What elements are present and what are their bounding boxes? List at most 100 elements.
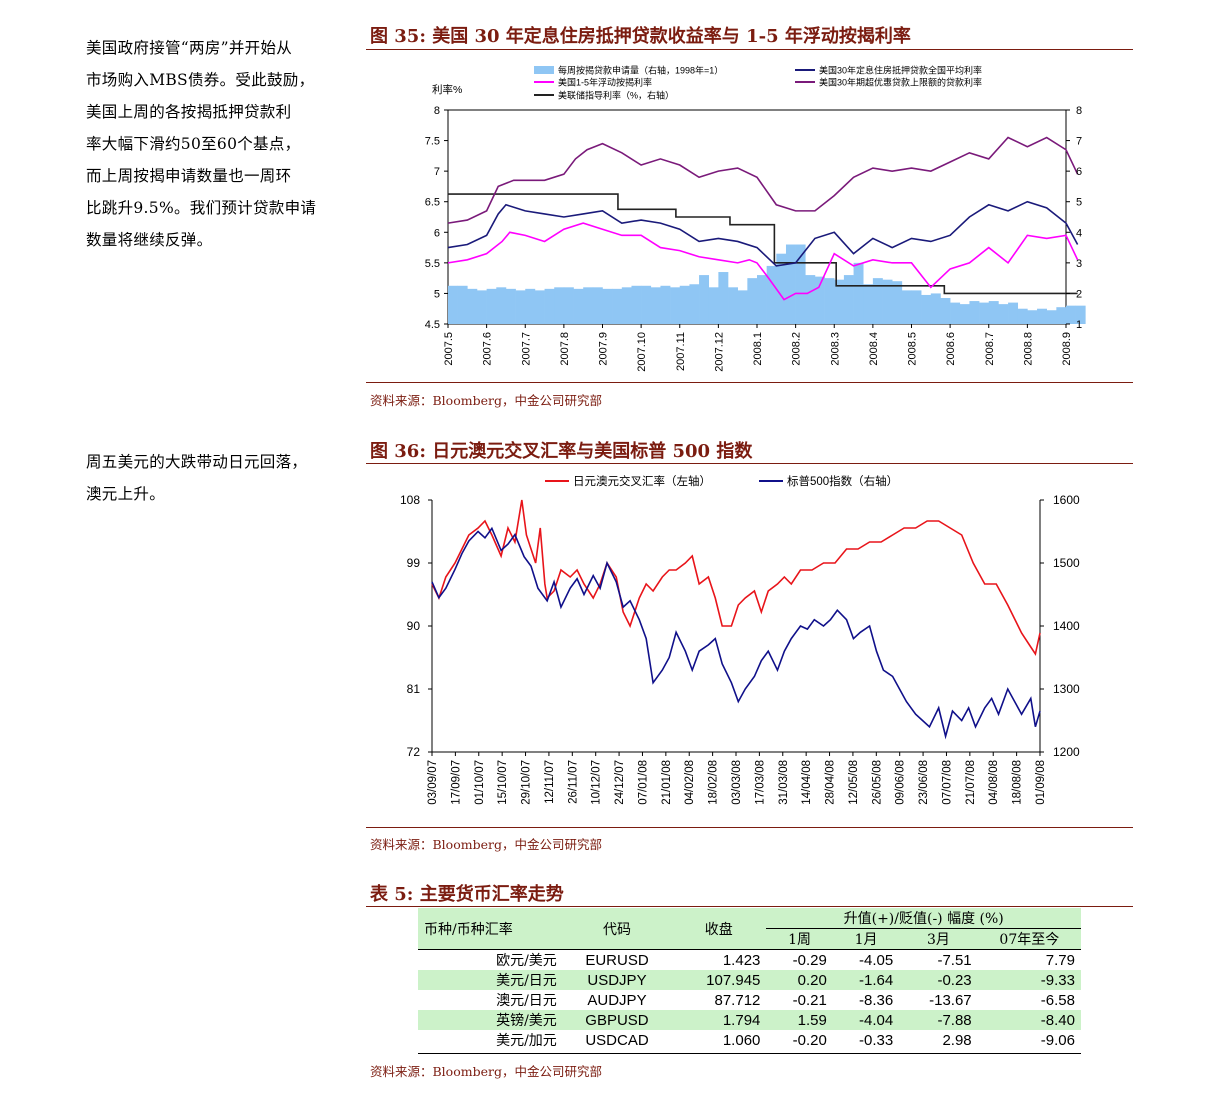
x-tick-label: 21/01/08 xyxy=(661,760,673,805)
x-tick-label: 03/09/07 xyxy=(427,760,439,805)
application-bar xyxy=(670,287,681,324)
application-bar xyxy=(689,284,700,324)
change-ytd: -9.33 xyxy=(1040,971,1075,989)
x-tick-label: 18/08/08 xyxy=(1012,760,1024,805)
application-bar xyxy=(631,285,642,324)
application-bar xyxy=(863,284,874,324)
narrative-mortgage-line: 率大幅下滑约50至60个基点， xyxy=(86,135,301,153)
legend-label: 每周按揭贷款申请量（右轴，1998年=1） xyxy=(558,65,723,76)
x-tick-label: 2008.6 xyxy=(945,332,957,366)
application-bar xyxy=(621,287,632,324)
change-1w: 0.20 xyxy=(797,971,827,989)
application-bar xyxy=(534,290,545,324)
change-1m: -0.33 xyxy=(859,1031,894,1049)
x-tick-label: 2008.9 xyxy=(1061,332,1073,366)
application-bar xyxy=(872,278,883,324)
header-ytd: 07年至今 xyxy=(999,932,1060,948)
x-tick-label: 26/11/07 xyxy=(567,760,579,804)
application-bar xyxy=(496,287,507,324)
x-tick-label: 26/05/08 xyxy=(871,760,883,805)
x-tick-label: 17/03/08 xyxy=(754,760,766,805)
change-ytd: 7.79 xyxy=(1045,951,1075,969)
application-bar xyxy=(882,279,893,324)
y-right-tick-label: 4 xyxy=(1076,227,1082,239)
x-tick-label: 04/02/08 xyxy=(684,760,696,805)
close-value: 1.794 xyxy=(722,1011,761,1029)
application-bar xyxy=(554,287,565,324)
application-bar xyxy=(448,285,458,324)
pair-code: GBPUSD xyxy=(585,1011,649,1029)
y-right-tick-label: 7 xyxy=(1076,136,1082,148)
y-right-tick-label: 1600 xyxy=(1053,493,1080,507)
pair-code: USDCAD xyxy=(585,1031,649,1049)
x-tick-label: 03/03/08 xyxy=(731,760,743,805)
pair-name: 澳元/日元 xyxy=(496,993,557,1009)
change-ytd: -6.58 xyxy=(1040,991,1075,1009)
application-bar xyxy=(843,275,854,324)
application-bar xyxy=(921,294,932,324)
x-tick-label: 2007.11 xyxy=(675,332,687,371)
header-close: 收盘 xyxy=(704,921,733,938)
table-row: 英镑/美元 GBPUSD 1.794 1.59 -4.04 -7.88 -8.40 xyxy=(418,1010,1081,1030)
application-bar xyxy=(892,281,903,324)
application-bar xyxy=(573,288,584,324)
y-left-tick-label: 5 xyxy=(434,288,440,300)
application-bar xyxy=(814,276,825,324)
application-bar xyxy=(1066,305,1076,324)
close-value: 87.712 xyxy=(714,991,761,1009)
application-bar xyxy=(505,288,516,324)
narrative-mortgage-line: 数量将继续反弹。 xyxy=(86,231,213,249)
x-tick-label: 07/07/08 xyxy=(941,760,953,805)
figure36-title-rule xyxy=(366,463,1133,464)
y-left-tick-label: 8 xyxy=(434,105,440,117)
series-line-标普500指数（右轴） xyxy=(431,526,1041,740)
x-tick-label: 2008.2 xyxy=(791,332,803,366)
change-1m: -4.05 xyxy=(859,951,894,969)
change-3m: -13.67 xyxy=(929,991,972,1009)
application-bar xyxy=(660,285,671,324)
y-left-tick-label: 6.5 xyxy=(425,197,440,209)
application-bar xyxy=(1008,302,1019,324)
figure36-title: 图 36: 日元澳元交叉汇率与美国标普 500 指数 xyxy=(370,441,753,462)
x-tick-label: 17/09/07 xyxy=(450,760,462,805)
application-bar xyxy=(476,290,487,324)
narrative-fx-line: 周五美元的大跌带动日元回落， xyxy=(86,453,308,471)
change-ytd: -8.40 xyxy=(1040,1011,1075,1029)
pair-name: 美元/加元 xyxy=(496,1033,557,1049)
narrative-fx-line: 澳元上升。 xyxy=(86,485,166,503)
y-left-tick-label: 90 xyxy=(407,619,421,633)
x-tick-label: 2007.12 xyxy=(713,332,725,372)
application-bar xyxy=(563,287,574,324)
application-bar xyxy=(1056,307,1067,324)
y-left-tick-label: 6 xyxy=(434,227,440,239)
application-bar xyxy=(940,298,951,324)
y-left-tick-label: 81 xyxy=(407,682,421,696)
application-bar xyxy=(747,278,758,324)
series-line-美国30年期超优惠贷款上限额的贷款利率 xyxy=(447,136,1079,224)
y-right-tick-label: 1 xyxy=(1076,319,1082,331)
change-3m: -0.23 xyxy=(937,971,972,989)
series-line-美联储指导利率（%，右轴） xyxy=(448,193,1078,295)
figure35-title-rule xyxy=(366,49,1133,50)
series-line-美国1-5年浮动按揭利率 xyxy=(447,222,1079,301)
x-tick-label: 12/05/08 xyxy=(848,760,860,805)
application-bar xyxy=(737,290,748,324)
application-bar xyxy=(641,285,652,324)
x-tick-label: 18/02/08 xyxy=(708,760,720,805)
x-tick-label: 12/11/07 xyxy=(544,760,556,804)
x-tick-label: 07/01/08 xyxy=(637,760,649,805)
legend-label: 美国30年定息住房抵押贷款全国平均利率 xyxy=(819,65,982,76)
change-1m: -4.04 xyxy=(859,1011,894,1029)
table-row: 澳元/日元 AUDJPY 87.712 -0.21 -8.36 -13.67 -6.58 xyxy=(418,990,1081,1010)
application-bar xyxy=(998,304,1009,324)
header-1m: 1月 xyxy=(854,932,878,948)
application-bar xyxy=(785,244,796,324)
figure35-chart: 4.5 5 5.5 6 6.5 7 7.5 8 1 2 3 4 5 6 7 8 2007.5 2007.6 2007… xyxy=(425,65,1086,372)
change-1m: -8.36 xyxy=(859,991,894,1009)
figure36-chart: 72 81 90 99 108 1200 1300 1400 1500 1600 03/09/07 1… xyxy=(400,474,1080,805)
x-tick-label: 2008.7 xyxy=(984,332,996,366)
x-tick-label: 2007.5 xyxy=(443,332,455,366)
x-tick-label: 2008.3 xyxy=(829,332,841,366)
series-line-美国30年定息住房抵押贷款全国平均利率 xyxy=(447,200,1079,267)
header-1w: 1周 xyxy=(788,932,812,948)
